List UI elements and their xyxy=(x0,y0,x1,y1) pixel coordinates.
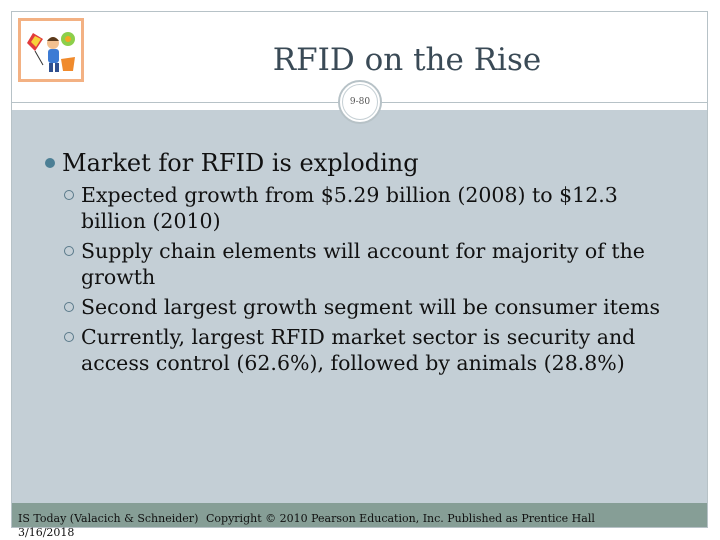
bullet-level1-text: Market for RFID is exploding xyxy=(62,149,419,177)
page-title: RFID on the Rise xyxy=(272,42,542,78)
bullet-list: Market for RFID is exploding Expected gr… xyxy=(45,148,685,376)
bullet-ring-icon xyxy=(64,190,74,200)
kids-illustration-icon xyxy=(21,21,81,79)
footer-date: 3/16/2018 xyxy=(18,526,75,539)
bullet-dot-icon xyxy=(45,158,55,168)
bullet-item-text: Second largest growth segment will be co… xyxy=(81,295,661,319)
bullet-item-text: Supply chain elements will account for m… xyxy=(81,239,645,289)
bullet-ring-icon xyxy=(64,332,74,342)
slide-number-badge: 9-80 xyxy=(338,80,382,124)
logo-image xyxy=(18,18,84,82)
footer-copyright: Copyright © 2010 Pearson Education, Inc.… xyxy=(206,512,595,525)
bullet-item-text: Currently, largest RFID market sector is… xyxy=(81,325,636,375)
bullet-level1: Market for RFID is exploding xyxy=(45,148,685,178)
bullet-item: Supply chain elements will account for m… xyxy=(45,238,685,290)
bullet-item-text: Expected growth from $5.29 billion (2008… xyxy=(81,183,618,233)
footer-bar xyxy=(12,503,707,527)
bullet-ring-icon xyxy=(64,302,74,312)
bullet-item: Second largest growth segment will be co… xyxy=(45,294,685,320)
bullet-item: Currently, largest RFID market sector is… xyxy=(45,324,685,376)
slide-frame xyxy=(11,11,708,528)
slide-number: 9-80 xyxy=(342,84,378,120)
content-panel xyxy=(12,110,707,503)
bullet-ring-icon xyxy=(64,246,74,256)
footer-book: IS Today (Valacich & Schneider) xyxy=(18,512,199,525)
bullet-item: Expected growth from $5.29 billion (2008… xyxy=(45,182,685,234)
